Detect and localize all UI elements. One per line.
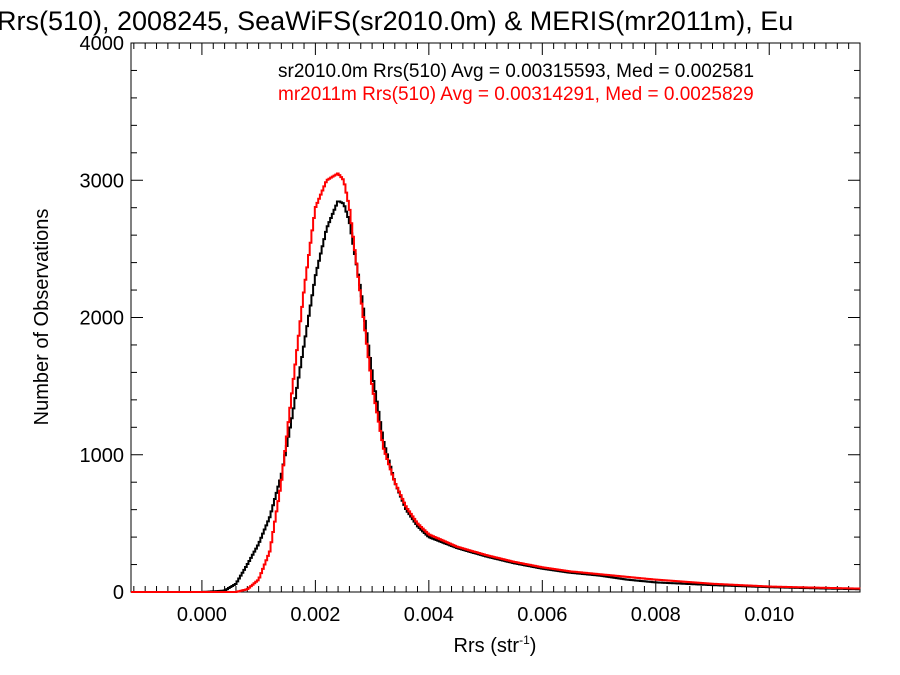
series-sr2010-histogram (131, 200, 861, 593)
y-tick-label: 4000 (80, 33, 125, 55)
y-tick-label: 2000 (80, 308, 125, 330)
x-tick-label: 0.000 (177, 604, 227, 626)
plot-frame (130, 42, 861, 593)
annotation-sr2010: sr2010.0m Rrs(510) Avg = 0.00315593, Med… (278, 61, 754, 82)
axis-ticks: 0.000 0.002 0.004 0.006 0.008 0.010 0 1000 2000 3… (80, 33, 861, 626)
x-axis-label: Rrs (str-1) (454, 633, 537, 657)
x-tick-label: 0.002 (290, 604, 340, 626)
y-tick-label: 1000 (80, 445, 125, 467)
y-tick-label: 0 (113, 582, 124, 604)
series-mr2011-histogram (131, 172, 861, 593)
x-tick-label: 0.006 (517, 604, 567, 626)
y-tick-label: 3000 (80, 170, 125, 192)
x-tick-label: 0.004 (404, 604, 454, 626)
x-tick-label: 0.008 (631, 604, 681, 626)
y-axis-label: Number of Observations (31, 209, 53, 426)
chart-title: Rrs(510), 2008245, SeaWiFS(sr2010.0m) & … (0, 6, 793, 36)
data-series (131, 172, 861, 593)
annotation-mr2011: mr2011m Rrs(510) Avg = 0.00314291, Med =… (278, 84, 754, 105)
x-tick-label: 0.010 (744, 604, 794, 626)
